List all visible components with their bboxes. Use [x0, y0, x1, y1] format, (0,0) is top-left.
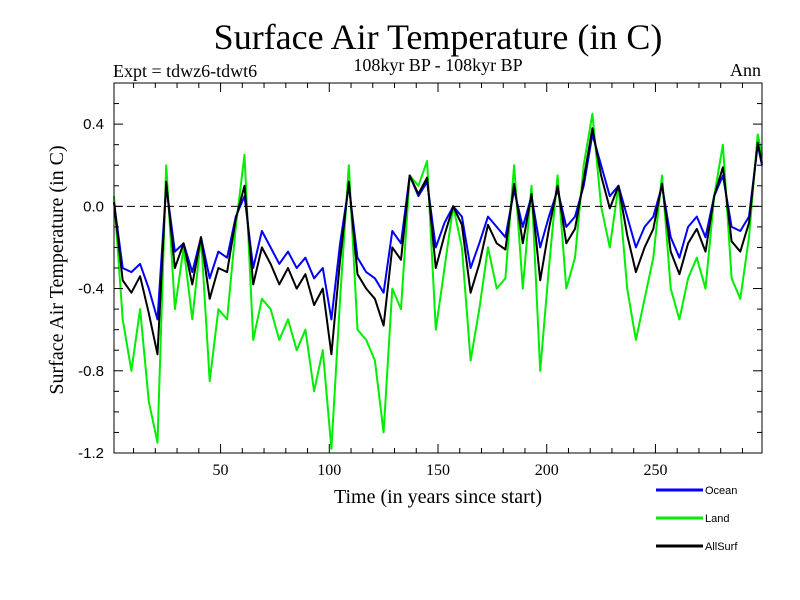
- x-tick-label: 50: [213, 462, 229, 479]
- x-tick-label: 150: [426, 462, 450, 479]
- y-axis-label: Surface Air Temperature (in C): [46, 145, 68, 394]
- experiment-label: Expt = tdwz6-tdwt6: [113, 61, 257, 81]
- x-axis-label: Time (in years since start): [334, 486, 542, 508]
- series-line-land: [113, 112, 763, 450]
- plot-area: 50 100 150 200 250 -1.2 -0.8 -0.4 0.0 0.4: [78, 82, 763, 479]
- y-tick-label: 0.0: [83, 198, 104, 215]
- y-tick-label: 0.4: [83, 116, 104, 133]
- plot-frame: [113, 82, 763, 454]
- chart-title: Surface Air Temperature (in C): [214, 17, 663, 57]
- x-tick-label: 100: [317, 462, 341, 479]
- y-tick-label: -0.8: [78, 363, 104, 380]
- season-label: Ann: [730, 60, 761, 80]
- legend-label-land: Land: [705, 513, 729, 525]
- legend-label-ocean: Ocean: [705, 485, 737, 497]
- y-tick-label: -0.4: [78, 281, 104, 298]
- y-tick-label: -1.2: [78, 445, 104, 462]
- legend: Ocean Land AllSurf: [656, 485, 738, 553]
- legend-label-allsurf: AllSurf: [705, 541, 738, 553]
- chart-subtitle: 108kyr BP - 108kyr BP: [353, 55, 522, 75]
- x-tick-label: 200: [535, 462, 559, 479]
- x-tick-label: 250: [643, 462, 667, 479]
- series-line-allsurf: [113, 127, 763, 356]
